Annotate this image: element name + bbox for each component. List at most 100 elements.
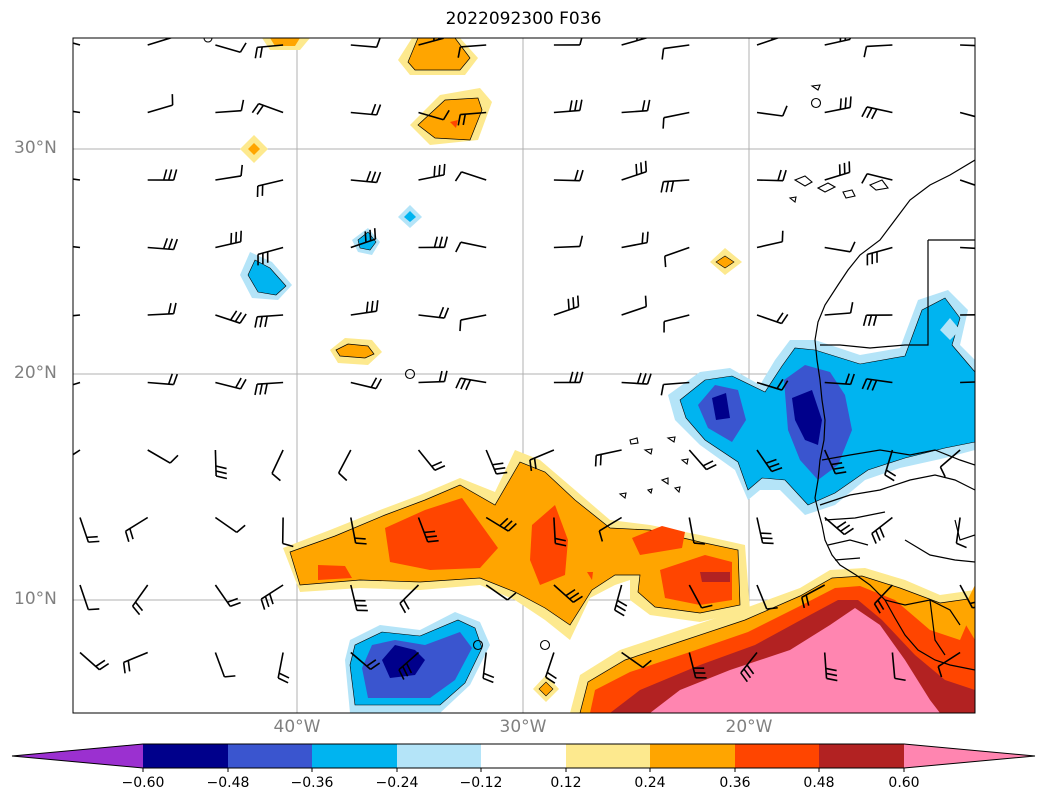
- wind-barb: [660, 179, 690, 193]
- wind-barb: [861, 106, 893, 120]
- wind-barb: [485, 516, 517, 532]
- wind-barb: [960, 44, 975, 47]
- colorbar: [11, 743, 1036, 772]
- wind-barb: [621, 38, 647, 46]
- wind-barb: [254, 381, 284, 396]
- wind-barb: [350, 103, 382, 116]
- wind-barb: [960, 246, 975, 250]
- wind-barb: [959, 111, 975, 118]
- wind-barb: [147, 373, 179, 386]
- wind-barb: [147, 238, 179, 251]
- wind-barb: [862, 314, 893, 327]
- wind-barb: [418, 236, 449, 249]
- colorbar-tick-label: −0.36: [290, 775, 334, 791]
- wind-barb: [215, 99, 245, 114]
- figure-title: 2022092300 F036: [445, 9, 602, 29]
- wind-barb: [866, 246, 893, 266]
- wind-barb: [598, 516, 623, 542]
- wind-barb: [350, 170, 382, 184]
- wind-barb: [455, 241, 487, 253]
- wind-barb: [350, 228, 377, 249]
- wind-barb: [350, 517, 367, 545]
- wind-barb: [863, 44, 893, 58]
- wind-barb: [147, 449, 179, 464]
- wind-barb: [553, 235, 584, 249]
- wind-barb: [73, 110, 81, 114]
- wind-barb: [756, 517, 774, 545]
- colorbar-extend-high: [904, 744, 1035, 768]
- wind-barb: [824, 302, 854, 316]
- wind-barb: [553, 169, 584, 182]
- wind-barb: [257, 246, 284, 266]
- wind-barb: [959, 584, 975, 609]
- wind-barb: [147, 38, 173, 46]
- wind-barb: [823, 449, 847, 475]
- wind-barb: [544, 652, 557, 684]
- lon-label-30w: 30°W: [499, 717, 547, 737]
- colorbar-segment: [566, 744, 650, 768]
- wind-barb: [147, 169, 178, 181]
- wind-barb: [937, 651, 961, 678]
- wind-barb: [73, 245, 81, 249]
- wind-barb: [418, 109, 450, 121]
- wind-barb: [215, 310, 247, 324]
- wind-barb: [260, 584, 284, 610]
- wind-barb: [871, 516, 893, 544]
- wind-barb: [79, 517, 100, 543]
- wind-barb: [254, 314, 284, 328]
- wind-barb: [147, 302, 177, 316]
- colorbar-segment: [735, 744, 819, 768]
- wind-barb: [529, 449, 555, 472]
- wind-barb: [214, 584, 241, 608]
- negative-anomaly-west-africa: [668, 290, 975, 515]
- wind-barb: [553, 295, 580, 316]
- wind-barb: [418, 163, 446, 181]
- wind-barb: [124, 516, 149, 542]
- wind-barb: [873, 584, 893, 614]
- colorbar-tick-label: −0.60: [121, 775, 165, 791]
- wind-barb: [256, 179, 284, 198]
- wind-barb: [73, 449, 81, 456]
- wind-barb: [215, 164, 244, 181]
- wind-barb: [884, 449, 897, 482]
- wind-barb: [73, 314, 81, 317]
- wind-barb: [277, 652, 290, 684]
- wind-barb: [891, 652, 906, 682]
- lat-label-20n: 20°N: [14, 363, 57, 383]
- wind-barb: [73, 42, 81, 46]
- wind-barb: [553, 584, 583, 603]
- wind-barb: [824, 161, 851, 181]
- coastline-africa: [814, 159, 975, 671]
- positive-anomaly-band: [283, 450, 750, 640]
- colorbar-tick-label: 0.12: [550, 775, 582, 791]
- wind-barb: [553, 38, 583, 46]
- positive-anomaly-spots: [240, 38, 975, 702]
- wind-barb: [959, 179, 975, 186]
- islands: [203, 38, 889, 651]
- wind-barb: [482, 652, 495, 684]
- wind-barb: [663, 314, 690, 333]
- wind-barb: [485, 584, 517, 601]
- wind-barb: [254, 44, 284, 59]
- colorbar-segment: [143, 744, 228, 768]
- wind-barb: [73, 381, 81, 386]
- lon-label-20w: 20°W: [725, 717, 773, 737]
- wind-barb: [398, 651, 420, 680]
- wind-barb: [350, 377, 383, 390]
- wind-barb: [350, 584, 368, 612]
- wind-barb: [215, 377, 247, 390]
- colorbar-extend-low: [12, 744, 143, 768]
- wind-barb: [214, 516, 246, 534]
- colorbar-segment: [481, 744, 566, 768]
- map-frame: [72, 37, 976, 714]
- wind-barb: [621, 295, 648, 316]
- wind-barb: [417, 449, 446, 471]
- wind-barb: [79, 584, 100, 611]
- lon-label-40w: 40°W: [273, 717, 321, 737]
- wind-barb: [688, 449, 717, 471]
- wind-barb: [756, 105, 788, 117]
- wind-barb: [418, 370, 448, 384]
- wind-barb: [688, 584, 713, 609]
- wind-barb: [350, 300, 379, 316]
